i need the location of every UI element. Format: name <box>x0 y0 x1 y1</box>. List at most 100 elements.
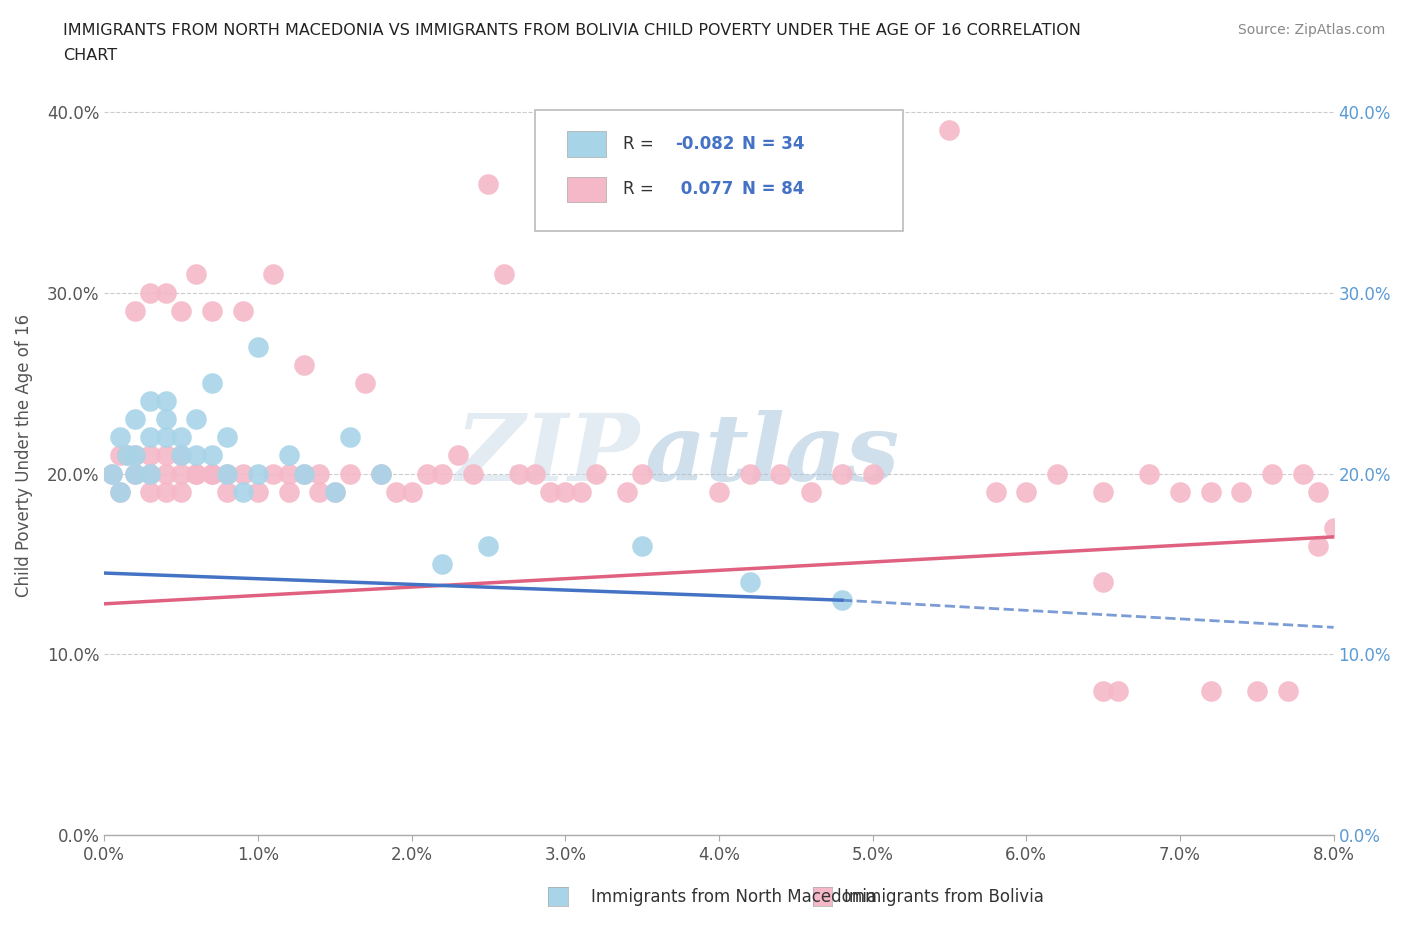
FancyBboxPatch shape <box>567 131 606 157</box>
Text: CHART: CHART <box>63 48 117 63</box>
Point <box>323 485 346 499</box>
Point <box>101 466 124 481</box>
Point <box>139 430 162 445</box>
Point <box>117 448 139 463</box>
Text: 0.077: 0.077 <box>675 180 733 198</box>
Point <box>186 466 208 481</box>
Point <box>124 303 146 318</box>
Point <box>385 485 408 499</box>
Point <box>339 466 361 481</box>
Point <box>124 448 146 463</box>
Point <box>1137 466 1160 481</box>
Point <box>1046 466 1069 481</box>
Point <box>139 448 162 463</box>
Point <box>124 412 146 427</box>
Point <box>1308 538 1330 553</box>
Point <box>108 485 131 499</box>
Point <box>523 466 546 481</box>
Point <box>1277 684 1299 698</box>
Text: atlas: atlas <box>645 410 900 500</box>
Point <box>117 448 139 463</box>
Point <box>217 430 239 445</box>
Point <box>862 466 884 481</box>
Point <box>277 466 299 481</box>
Point <box>1168 485 1191 499</box>
Point <box>354 376 377 391</box>
Point <box>1108 684 1130 698</box>
Y-axis label: Child Poverty Under the Age of 16: Child Poverty Under the Age of 16 <box>15 314 32 597</box>
Point <box>170 303 193 318</box>
Point <box>401 485 423 499</box>
Text: R =: R = <box>623 135 659 153</box>
Point <box>323 485 346 499</box>
Point <box>262 267 284 282</box>
Point <box>139 466 162 481</box>
Point <box>155 448 177 463</box>
Point <box>707 485 730 499</box>
Point <box>432 556 454 571</box>
Point <box>155 430 177 445</box>
Point <box>569 485 592 499</box>
Point <box>292 466 315 481</box>
Point <box>170 430 193 445</box>
Point <box>631 538 654 553</box>
Point <box>1092 684 1115 698</box>
Point <box>308 485 330 499</box>
Point <box>292 357 315 372</box>
Point <box>186 448 208 463</box>
Point <box>631 466 654 481</box>
Point <box>769 466 792 481</box>
Point <box>277 485 299 499</box>
Point <box>155 286 177 300</box>
Point <box>201 466 224 481</box>
Point <box>1246 684 1268 698</box>
Point <box>554 485 576 499</box>
Point <box>585 466 607 481</box>
FancyBboxPatch shape <box>534 110 903 232</box>
Point <box>1015 485 1038 499</box>
Point <box>217 485 239 499</box>
FancyBboxPatch shape <box>567 177 606 203</box>
Point <box>738 575 761 590</box>
Point <box>124 466 146 481</box>
Point <box>246 339 269 354</box>
Point <box>186 466 208 481</box>
Point <box>339 430 361 445</box>
Point <box>1261 466 1284 481</box>
Point <box>1092 485 1115 499</box>
Point <box>170 466 193 481</box>
Point <box>461 466 484 481</box>
Point <box>262 466 284 481</box>
Point <box>1323 521 1346 536</box>
Text: Immigrants from North Macedonia: Immigrants from North Macedonia <box>591 887 876 906</box>
Point <box>1292 466 1315 481</box>
Point <box>232 303 254 318</box>
Point <box>186 267 208 282</box>
Point <box>308 466 330 481</box>
Point <box>1308 485 1330 499</box>
Point <box>246 466 269 481</box>
Point <box>1199 485 1222 499</box>
Point <box>1230 485 1253 499</box>
Point <box>800 485 823 499</box>
Point <box>101 466 124 481</box>
Point <box>108 485 131 499</box>
Point <box>108 430 131 445</box>
Point <box>232 485 254 499</box>
Point <box>217 466 239 481</box>
Point <box>139 393 162 408</box>
Point <box>170 485 193 499</box>
Text: R =: R = <box>623 180 659 198</box>
Point <box>201 376 224 391</box>
Point <box>155 412 177 427</box>
Point <box>201 466 224 481</box>
Point <box>201 303 224 318</box>
Point <box>108 448 131 463</box>
Point <box>124 466 146 481</box>
Point <box>139 286 162 300</box>
Point <box>416 466 439 481</box>
Point <box>984 485 1007 499</box>
Point <box>186 412 208 427</box>
Point <box>292 466 315 481</box>
Point <box>155 466 177 481</box>
